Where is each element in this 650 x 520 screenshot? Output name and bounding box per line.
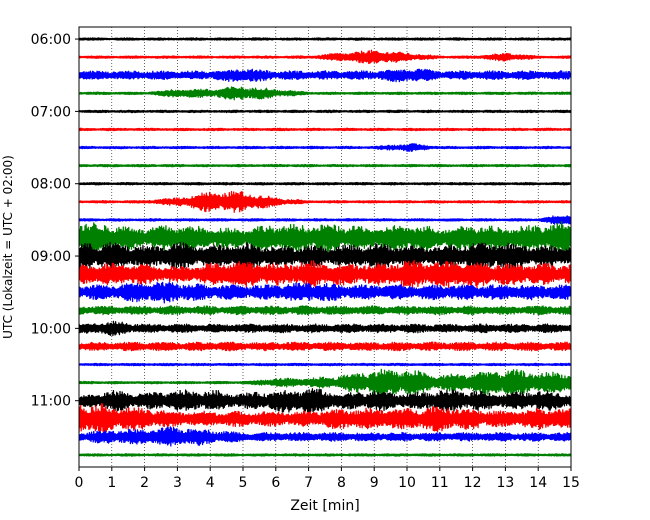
y-tick-label: 07:00 — [31, 104, 71, 120]
trace-0730 — [79, 143, 571, 153]
y-tick-label: 11:00 — [31, 394, 71, 410]
trace-0945 — [79, 305, 571, 316]
trace-1045 — [79, 368, 571, 396]
trace-0900 — [79, 241, 571, 271]
trace-0800 — [79, 181, 571, 186]
trace-0830 — [79, 215, 571, 225]
seismic-traces — [79, 37, 571, 457]
x-tick-label: 15 — [562, 475, 580, 491]
trace-1030 — [79, 362, 571, 367]
trace-1130 — [79, 426, 571, 447]
trace-0915 — [79, 259, 571, 289]
x-tick-label: 7 — [304, 475, 313, 491]
y-axis-ticks: 06:00 07:00 08:00 09:00 10:00 11:00 — [31, 32, 79, 410]
trace-0700 — [79, 109, 571, 114]
trace-1115 — [79, 403, 571, 434]
trace-1145 — [79, 453, 571, 457]
y-tick-label: 10:00 — [31, 321, 71, 337]
y-tick-label: 08:00 — [31, 177, 71, 193]
trace-1015 — [79, 341, 571, 352]
y-tick-label: 06:00 — [31, 32, 71, 48]
x-tick-label: 9 — [370, 475, 379, 491]
x-axis-ticks: 0 1 2 3 4 5 6 7 8 9 10 11 12 13 14 15 — [75, 467, 580, 491]
trace-0615 — [79, 49, 571, 65]
trace-1000 — [79, 320, 571, 337]
trace-0815 — [79, 190, 571, 213]
trace-0645 — [79, 86, 571, 101]
x-tick-label: 13 — [496, 475, 514, 491]
x-axis-label: Zeit [min] — [290, 498, 359, 514]
x-tick-label: 5 — [239, 475, 248, 491]
y-tick-label: 09:00 — [31, 249, 71, 265]
y-axis-label: UTC (Lokalzeit = UTC + 02:00) — [1, 155, 15, 339]
x-tick-label: 10 — [398, 475, 416, 491]
plot-frame — [78, 26, 572, 468]
x-tick-label: 8 — [337, 475, 346, 491]
trace-0715 — [79, 127, 571, 132]
x-tick-label: 11 — [431, 475, 449, 491]
trace-0600 — [79, 37, 571, 41]
x-tick-label: 6 — [271, 475, 280, 491]
x-tick-label: 3 — [173, 475, 182, 491]
x-tick-label: 2 — [140, 475, 149, 491]
x-tick-label: 4 — [206, 475, 215, 491]
trace-0745 — [79, 163, 571, 168]
trace-1100 — [79, 388, 571, 414]
x-tick-label: 1 — [107, 475, 116, 491]
x-tick-label: 12 — [464, 475, 482, 491]
x-tick-label: 0 — [75, 475, 84, 491]
x-tick-label: 14 — [529, 475, 547, 491]
trace-0930 — [79, 281, 571, 304]
trace-0630 — [79, 68, 571, 83]
